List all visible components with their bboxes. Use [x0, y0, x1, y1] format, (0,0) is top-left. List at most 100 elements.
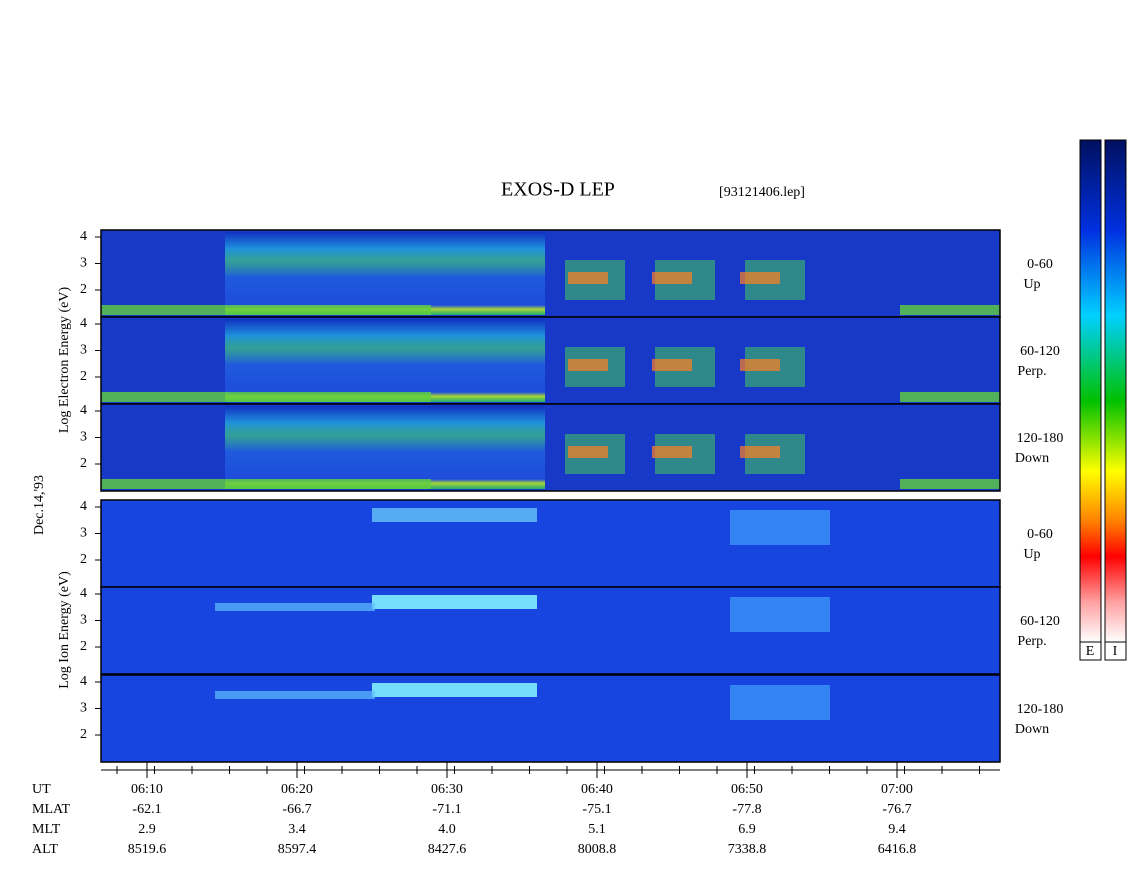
spectrogram-band	[568, 272, 608, 284]
spectrogram-band	[652, 446, 692, 458]
panel-tick-label: 3	[80, 613, 87, 628]
ephemeris-label: ALT	[32, 842, 58, 857]
panel-angle: 120-180	[1017, 702, 1064, 717]
spectrogram-band	[225, 406, 545, 489]
spectrogram-band	[740, 446, 780, 458]
spectrogram-band	[652, 359, 692, 371]
ephemeris-value: 06:50	[731, 782, 763, 797]
colorbar-e	[1079, 139, 1102, 643]
panel-tick-label: 4	[80, 403, 87, 418]
date-label: Dec.14,'93	[32, 475, 47, 535]
spectrogram-band	[740, 272, 780, 284]
panel-direction: Up	[1023, 277, 1040, 292]
spectrogram-band	[101, 305, 431, 315]
spectrogram-band	[730, 510, 830, 545]
panel-angle: 0-60	[1027, 257, 1053, 272]
spectrogram-band	[101, 479, 431, 489]
spectrogram-band	[372, 683, 537, 697]
colorbar-label: E	[1086, 644, 1095, 659]
spectrogram-band	[225, 319, 545, 402]
spectrogram-band	[652, 272, 692, 284]
ephemeris-value: 6.9	[738, 822, 756, 837]
panel-angle: 0-60	[1027, 527, 1053, 542]
panel-angle: 120-180	[1017, 431, 1064, 446]
panel-tick-label: 2	[80, 282, 87, 297]
file-name: [93121406.lep]	[719, 185, 805, 200]
ion-axis-label: Log Ion Energy (eV)	[57, 571, 72, 689]
colorbar-i	[1104, 139, 1127, 643]
ephemeris-value: 06:40	[581, 782, 613, 797]
panel-tick-label: 4	[80, 674, 87, 689]
ephemeris-value: 7338.8	[728, 842, 767, 857]
ephemeris-value: 06:30	[431, 782, 463, 797]
panel-angle: 60-120	[1020, 344, 1060, 359]
ephemeris-value: 8597.4	[278, 842, 317, 857]
panel-tick-label: 3	[80, 256, 87, 271]
panel-direction: Down	[1015, 451, 1049, 466]
panel-direction: Perp.	[1017, 634, 1046, 649]
spectrogram-band	[372, 595, 537, 609]
ephemeris-value: -77.8	[732, 802, 761, 817]
spectrogram-band	[568, 359, 608, 371]
panel-frame	[100, 403, 1001, 492]
panels	[100, 229, 1001, 763]
spectrogram-band	[568, 446, 608, 458]
ephemeris-value: -71.1	[432, 802, 461, 817]
ephemeris-value: 8008.8	[578, 842, 617, 857]
spectrogram-band	[900, 305, 1000, 315]
ephemeris-value: 8427.6	[428, 842, 467, 857]
panel-tick-label: 4	[80, 499, 87, 514]
panel-tick-label: 2	[80, 727, 87, 742]
electron-axis-label: Log Electron Energy (eV)	[57, 287, 72, 434]
spectrogram-band	[215, 691, 375, 699]
colorbar-label: I	[1113, 644, 1118, 659]
ephemeris-value: 5.1	[588, 822, 606, 837]
spectrogram	[101, 675, 1000, 762]
panel-tick-label: 4	[80, 586, 87, 601]
ephemeris-value: 07:00	[881, 782, 913, 797]
ephemeris-value: 2.9	[138, 822, 156, 837]
spectrogram-band	[740, 359, 780, 371]
panel-tick-label: 4	[80, 229, 87, 244]
ephemeris-value: 9.4	[888, 822, 906, 837]
ephemeris-label: UT	[32, 782, 51, 797]
panel-tick-label: 2	[80, 639, 87, 654]
panel-direction: Perp.	[1017, 364, 1046, 379]
colorbar-box	[1079, 641, 1102, 661]
spectrogram-band	[101, 392, 431, 402]
spectrogram	[101, 500, 1000, 587]
ephemeris-value: 06:10	[131, 782, 163, 797]
ephemeris-value: -75.1	[582, 802, 611, 817]
spectrogram-band	[225, 232, 545, 315]
panel-tick-label: 3	[80, 430, 87, 445]
ephemeris-value: 4.0	[438, 822, 456, 837]
colorbar-box	[1104, 641, 1127, 661]
panel-angle: 60-120	[1020, 614, 1060, 629]
ephemeris-value: -62.1	[132, 802, 161, 817]
panel-tick-label: 2	[80, 369, 87, 384]
spectrogram-band	[215, 603, 375, 611]
ephemeris-value: 3.4	[288, 822, 306, 837]
panel-direction: Up	[1023, 547, 1040, 562]
ephemeris-value: 8519.6	[128, 842, 167, 857]
spectrogram-band	[900, 479, 1000, 489]
spectrogram	[101, 587, 1000, 674]
panel-frame	[100, 586, 1001, 675]
panel-tick-label: 2	[80, 456, 87, 471]
spectrogram-band	[730, 597, 830, 632]
panel-tick-label: 2	[80, 552, 87, 567]
panel-frame	[100, 674, 1001, 763]
panel-tick-label: 3	[80, 343, 87, 358]
ephemeris-label: MLAT	[32, 802, 71, 817]
spectrogram-band	[900, 392, 1000, 402]
ephemeris-value: -76.7	[882, 802, 911, 817]
panel-direction: Down	[1015, 722, 1049, 737]
ephemeris-label: MLT	[32, 822, 61, 837]
ephemeris-value: 06:20	[281, 782, 313, 797]
panel-tick-label: 4	[80, 316, 87, 331]
panel-tick-label: 3	[80, 526, 87, 541]
title: EXOS-D LEP	[501, 179, 615, 201]
ephemeris-value: -66.7	[282, 802, 311, 817]
ephemeris-value: 6416.8	[878, 842, 917, 857]
